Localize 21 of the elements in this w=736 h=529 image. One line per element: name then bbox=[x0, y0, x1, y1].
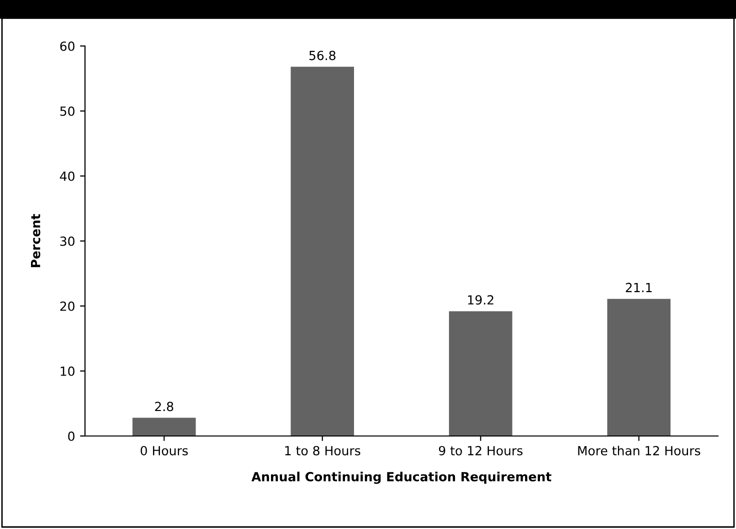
x-tick-label: More than 12 Hours bbox=[578, 446, 700, 456]
data-label: 21.1 bbox=[626, 282, 652, 292]
bar bbox=[607, 298, 671, 436]
y-tick-label: 30 bbox=[60, 236, 74, 246]
bar bbox=[290, 66, 354, 436]
x-tick-label: 0 Hours bbox=[140, 446, 188, 456]
bar bbox=[448, 311, 512, 436]
data-label: 19.2 bbox=[468, 295, 494, 305]
bar bbox=[132, 418, 196, 436]
x-tick-label: 9 to 12 Hours bbox=[438, 446, 522, 456]
data-label: 2.8 bbox=[155, 402, 174, 412]
x-tick-label: 1 to 8 Hours bbox=[285, 446, 360, 456]
data-label: 56.8 bbox=[309, 50, 336, 60]
y-tick-label: 20 bbox=[60, 301, 74, 311]
y-tick-label: 60 bbox=[60, 41, 74, 51]
y-tick-label: 0 bbox=[68, 431, 74, 441]
y-axis-title: Percent bbox=[30, 214, 40, 268]
y-tick-label: 40 bbox=[60, 171, 74, 181]
y-tick-label: 50 bbox=[60, 106, 74, 116]
y-tick-label: 10 bbox=[60, 366, 74, 376]
x-axis-title: Annual Continuing Education Requirement bbox=[251, 472, 552, 484]
